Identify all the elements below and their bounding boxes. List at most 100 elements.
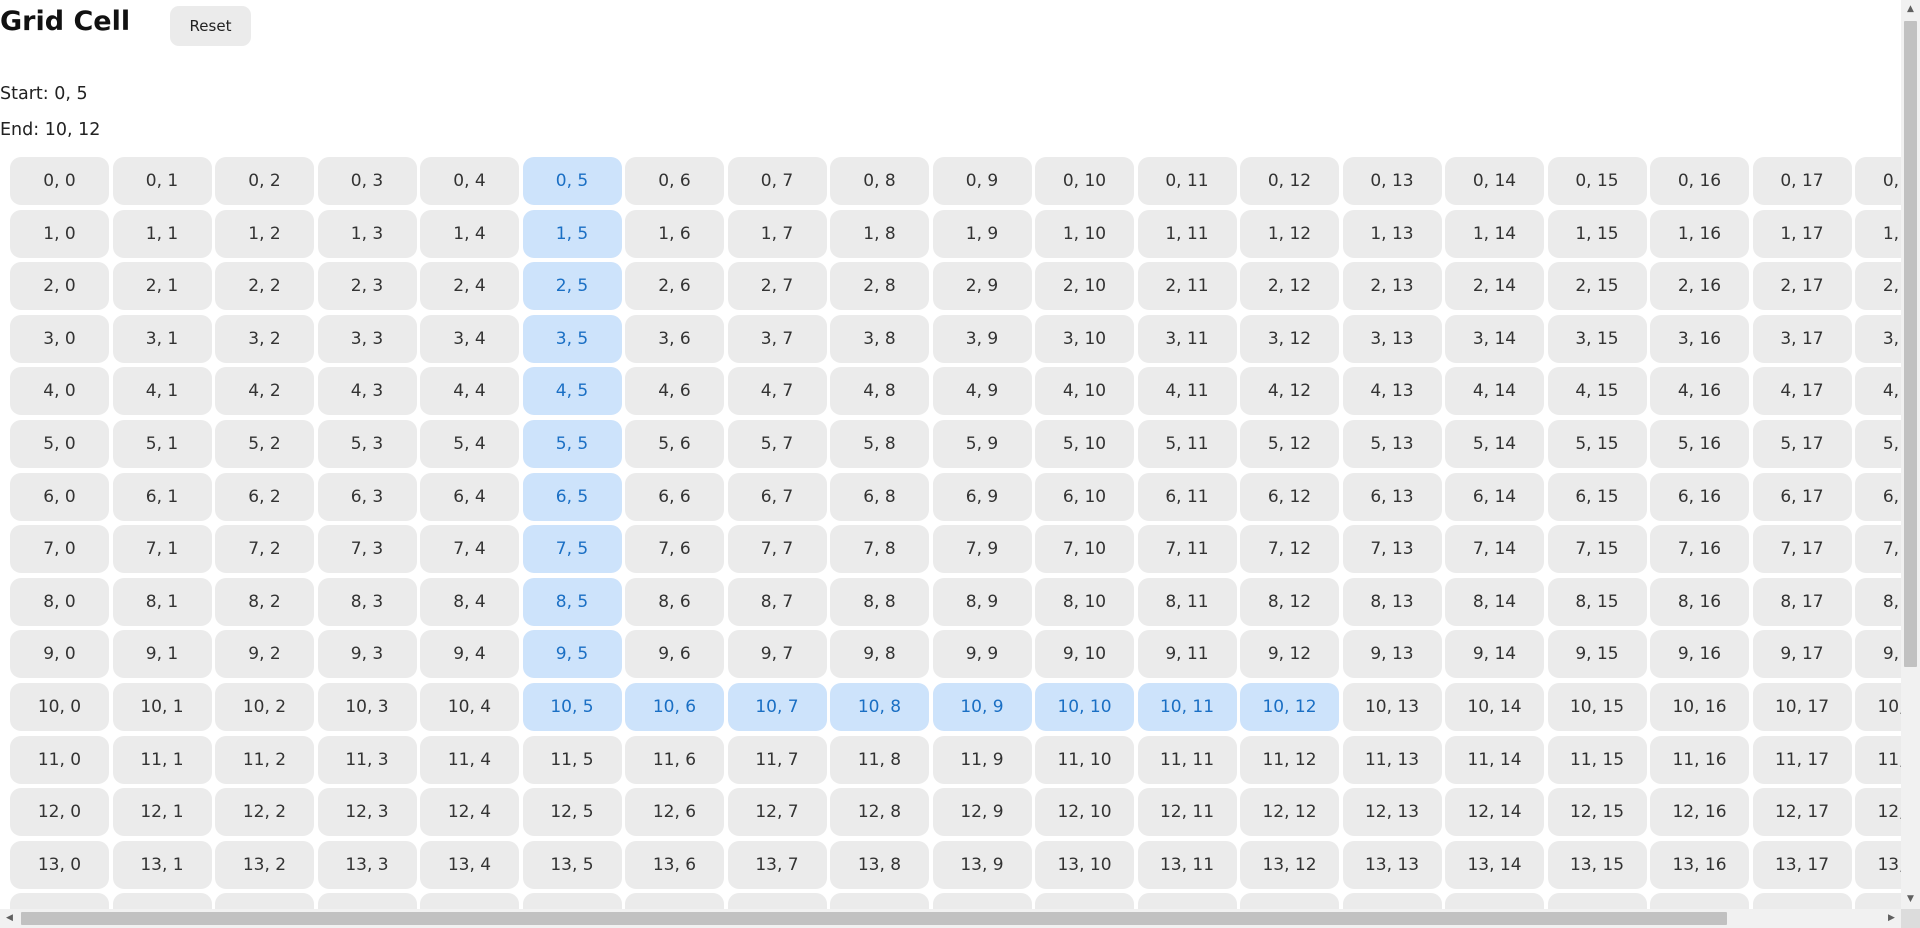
grid-cell[interactable]: 11, 5 <box>522 735 622 784</box>
grid-cell[interactable]: 12, 8 <box>830 788 929 837</box>
grid-cell[interactable]: 2, 15 <box>1547 262 1647 311</box>
grid-cell[interactable]: 0, 15 <box>1547 157 1647 205</box>
grid-cell[interactable]: 3, 5 <box>522 314 622 363</box>
grid-cell[interactable]: 9, 16 <box>1650 630 1749 679</box>
grid-cell[interactable]: 9, 11 <box>1137 630 1237 679</box>
grid-cell[interactable]: 13, 1 <box>112 840 212 889</box>
grid-cell[interactable]: 4, 10 <box>1035 367 1134 416</box>
grid-cell[interactable]: 0, 17 <box>1752 157 1852 205</box>
grid-cell[interactable]: 14, 15 <box>1547 893 1647 909</box>
grid-cell[interactable]: 1, 14 <box>1445 209 1544 258</box>
grid-cell[interactable]: 6, 6 <box>625 472 724 521</box>
grid-cell[interactable]: 4, 1 <box>112 367 212 416</box>
grid-cell[interactable]: 14, 2 <box>215 893 314 909</box>
grid-cell[interactable]: 1, 16 <box>1650 209 1749 258</box>
grid-cell[interactable]: 7, 18 <box>1855 525 1901 574</box>
grid-cell[interactable]: 8, 9 <box>932 577 1032 626</box>
grid-cell[interactable]: 13, 7 <box>727 840 827 889</box>
grid-cell[interactable]: 11, 14 <box>1445 735 1544 784</box>
grid-cell[interactable]: 2, 0 <box>10 262 109 311</box>
grid-cell[interactable]: 7, 0 <box>10 525 109 574</box>
grid-cell[interactable]: 6, 12 <box>1240 472 1339 521</box>
grid-cell[interactable]: 6, 1 <box>112 472 212 521</box>
grid-cell[interactable]: 5, 10 <box>1035 420 1134 468</box>
grid-cell[interactable]: 2, 8 <box>830 262 929 311</box>
grid-cell[interactable]: 9, 10 <box>1035 630 1134 679</box>
grid-cell[interactable]: 1, 7 <box>727 209 827 258</box>
grid-cell[interactable]: 12, 1 <box>112 788 212 837</box>
grid-cell[interactable]: 13, 17 <box>1752 840 1852 889</box>
grid-cell[interactable]: 6, 8 <box>830 472 929 521</box>
grid-cell[interactable]: 4, 12 <box>1240 367 1339 416</box>
vertical-scrollbar-thumb[interactable] <box>1904 21 1917 667</box>
grid-cell[interactable]: 14, 13 <box>1342 893 1442 909</box>
grid-cell[interactable]: 8, 4 <box>420 577 519 626</box>
grid-cell[interactable]: 9, 18 <box>1855 630 1901 679</box>
grid-cell[interactable]: 2, 5 <box>522 262 622 311</box>
grid-cell[interactable]: 9, 4 <box>420 630 519 679</box>
grid-cell[interactable]: 4, 11 <box>1137 367 1237 416</box>
grid-cell[interactable]: 14, 1 <box>112 893 212 909</box>
grid-cell[interactable]: 5, 8 <box>830 420 929 468</box>
grid-cell[interactable]: 14, 0 <box>10 893 109 909</box>
grid-cell[interactable]: 13, 6 <box>625 840 724 889</box>
horizontal-scrollbar-thumb[interactable] <box>21 912 1727 925</box>
grid-cell[interactable]: 12, 3 <box>317 788 417 837</box>
grid-cell[interactable]: 7, 13 <box>1342 525 1442 574</box>
grid-cell[interactable]: 4, 4 <box>420 367 519 416</box>
grid-cell[interactable]: 8, 16 <box>1650 577 1749 626</box>
grid-cell[interactable]: 0, 4 <box>420 157 519 205</box>
grid-cell[interactable]: 11, 17 <box>1752 735 1852 784</box>
grid-cell[interactable]: 7, 3 <box>317 525 417 574</box>
grid-cell[interactable]: 12, 2 <box>215 788 314 837</box>
grid-cell[interactable]: 13, 18 <box>1855 840 1901 889</box>
grid-cell[interactable]: 2, 17 <box>1752 262 1852 311</box>
grid-cell[interactable]: 14, 14 <box>1445 893 1544 909</box>
grid-cell[interactable]: 4, 13 <box>1342 367 1442 416</box>
grid-cell[interactable]: 7, 15 <box>1547 525 1647 574</box>
grid-cell[interactable]: 6, 9 <box>932 472 1032 521</box>
grid-cell[interactable]: 3, 1 <box>112 314 212 363</box>
grid-cell[interactable]: 11, 11 <box>1137 735 1237 784</box>
grid-cell[interactable]: 11, 6 <box>625 735 724 784</box>
grid-cell[interactable]: 6, 14 <box>1445 472 1544 521</box>
grid-cell[interactable]: 12, 0 <box>10 788 109 837</box>
grid-cell[interactable]: 5, 1 <box>112 420 212 468</box>
grid-cell[interactable]: 6, 4 <box>420 472 519 521</box>
grid-cell[interactable]: 3, 18 <box>1855 314 1901 363</box>
grid-cell[interactable]: 3, 8 <box>830 314 929 363</box>
grid-cell[interactable]: 7, 4 <box>420 525 519 574</box>
grid-cell[interactable]: 3, 16 <box>1650 314 1749 363</box>
grid-cell[interactable]: 5, 13 <box>1342 420 1442 468</box>
grid-cell[interactable]: 5, 12 <box>1240 420 1339 468</box>
grid-cell[interactable]: 8, 3 <box>317 577 417 626</box>
grid-cell[interactable]: 1, 12 <box>1240 209 1339 258</box>
grid-cell[interactable]: 13, 15 <box>1547 840 1647 889</box>
grid-cell[interactable]: 13, 4 <box>420 840 519 889</box>
grid-cell[interactable]: 0, 14 <box>1445 157 1544 205</box>
grid-cell[interactable]: 12, 9 <box>932 788 1032 837</box>
grid-cell[interactable]: 8, 18 <box>1855 577 1901 626</box>
grid-cell[interactable]: 10, 13 <box>1342 683 1442 731</box>
grid-cell[interactable]: 5, 18 <box>1855 420 1901 468</box>
reset-button[interactable]: Reset <box>170 6 251 46</box>
grid-cell[interactable]: 5, 3 <box>317 420 417 468</box>
grid-cell[interactable]: 13, 3 <box>317 840 417 889</box>
grid-cell[interactable]: 2, 2 <box>215 262 314 311</box>
grid-cell[interactable]: 8, 12 <box>1240 577 1339 626</box>
grid-cell[interactable]: 0, 6 <box>625 157 724 205</box>
grid-cell[interactable]: 0, 11 <box>1137 157 1237 205</box>
grid-cell[interactable]: 6, 5 <box>522 472 622 521</box>
grid-cell[interactable]: 12, 4 <box>420 788 519 837</box>
grid-cell[interactable]: 5, 11 <box>1137 420 1237 468</box>
grid-cell[interactable]: 1, 5 <box>522 209 622 258</box>
grid-cell[interactable]: 7, 14 <box>1445 525 1544 574</box>
grid-cell[interactable]: 8, 17 <box>1752 577 1852 626</box>
grid-cell[interactable]: 11, 15 <box>1547 735 1647 784</box>
grid-cell[interactable]: 6, 11 <box>1137 472 1237 521</box>
grid-cell[interactable]: 6, 0 <box>10 472 109 521</box>
grid-cell[interactable]: 14, 8 <box>830 893 929 909</box>
grid-cell[interactable]: 14, 17 <box>1752 893 1852 909</box>
grid-cell[interactable]: 4, 2 <box>215 367 314 416</box>
grid-cell[interactable]: 8, 10 <box>1035 577 1134 626</box>
